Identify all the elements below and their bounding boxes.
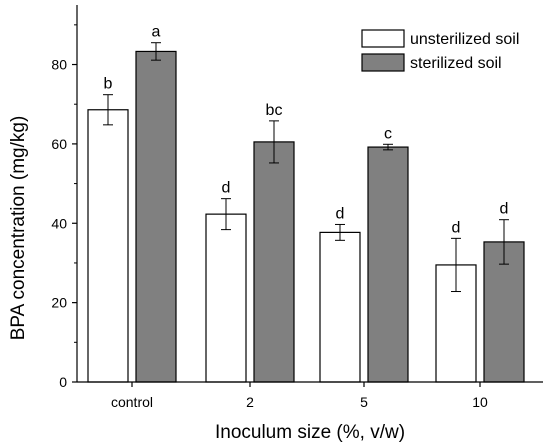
bars-layer [87,50,525,383]
y-tick-label: 0 [59,374,67,390]
y-tick-label: 80 [51,57,67,73]
y-tick-label: 60 [51,136,67,152]
significance-label: c [384,125,392,142]
y-axis-label: BPA concentration (mg/kg) [8,116,29,341]
bar [205,213,247,383]
y-tick-label: 40 [51,215,67,231]
bar [367,146,409,383]
legend-label: unsterilized soil [410,31,519,48]
legend: unsterilized soil sterilized soil [361,29,519,72]
significance-labels-layer: b a d bc d c d d [104,24,509,237]
x-tick-label: 10 [472,394,488,410]
x-tick-label: 2 [246,394,254,410]
significance-label: d [452,219,461,236]
x-tick-label: 5 [360,394,368,410]
bar [135,50,177,383]
significance-label: d [336,205,345,222]
legend-swatch [361,29,405,48]
significance-label: a [152,24,161,41]
error-bars-layer [103,42,509,293]
bar [483,241,525,383]
x-axis-label: Inoculum size (%, v/w) [215,422,405,443]
legend-label: sterilized soil [410,55,502,72]
y-tick-label: 20 [51,295,67,311]
bar [87,109,129,383]
significance-label: bc [266,102,283,119]
significance-label: b [104,76,113,93]
significance-label: d [500,201,509,218]
x-ticks-layer: control 2 5 10 [111,382,488,410]
significance-label: d [222,180,231,197]
bar [319,231,361,383]
bar [253,141,295,383]
axes-layer [76,5,543,383]
x-tick-label: control [111,394,153,410]
legend-swatch [361,53,405,72]
y-ticks-layer: 0 20 40 60 80 [51,24,77,390]
